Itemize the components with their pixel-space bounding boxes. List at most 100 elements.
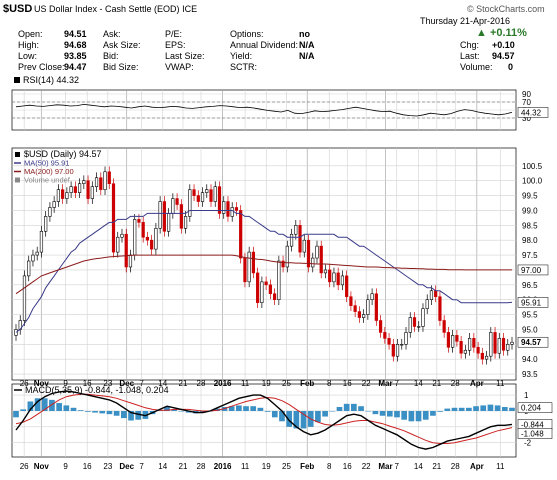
- price-candle: [103, 171, 107, 190]
- x-axis-tick-label-bottom: 2016: [214, 462, 232, 471]
- price-candle: [22, 275, 27, 321]
- price-candle: [82, 180, 86, 184]
- macd-histogram-bar: [473, 406, 479, 411]
- price-candle: [167, 213, 171, 232]
- x-axis-tick-label-mid: 7: [395, 379, 400, 388]
- price-candle: [65, 192, 69, 199]
- macd-histogram-bar: [257, 407, 264, 411]
- price-candle: [205, 189, 209, 193]
- yield-label: Yield:: [230, 51, 253, 61]
- price-candle: [196, 195, 200, 202]
- low-label: Low:: [18, 51, 38, 61]
- rsi-legend-swatch: [14, 77, 20, 83]
- x-axis-tick-label-mid: Nov: [34, 379, 50, 388]
- x-axis-tick-label-mid: Apr: [470, 379, 484, 388]
- yield-value: N/A: [299, 51, 315, 61]
- price-candle: [349, 296, 353, 306]
- price-candle: [268, 284, 272, 295]
- macd-histogram-bar: [394, 410, 400, 418]
- macd-histogram-bar: [329, 410, 336, 412]
- macd-histogram-bar: [41, 398, 48, 411]
- price-y-tick-label: 98.5: [522, 221, 538, 230]
- price-candle: [374, 293, 378, 321]
- price-candle: [200, 192, 205, 202]
- last-value: 94.57: [492, 51, 515, 61]
- x-axis-tick-label-mid: 9: [63, 379, 68, 388]
- macd-histogram-bar: [92, 410, 98, 413]
- price-candle: [408, 317, 412, 333]
- price-candle: [137, 219, 141, 223]
- macd-signal-line: [15, 393, 513, 444]
- price-candle: [251, 251, 256, 274]
- dividend-value: N/A: [299, 40, 315, 50]
- price-y-tick-label: 94.0: [522, 355, 538, 364]
- macd-histogram-bar: [501, 407, 508, 411]
- price-candle: [230, 207, 234, 217]
- price-y-tick-label: 99.0: [522, 206, 538, 215]
- macd-histogram-bar: [106, 410, 113, 415]
- x-axis-tick-label-mid: 11: [241, 379, 250, 388]
- price-candle: [162, 201, 166, 232]
- x-axis-tick-label-bottom: 7: [139, 462, 144, 471]
- price-candle: [323, 269, 328, 274]
- x-axis-tick-label-bottom: 21: [432, 462, 441, 471]
- price-candle: [234, 207, 239, 211]
- macd-histogram-bar: [171, 409, 177, 411]
- price-candle: [133, 219, 137, 256]
- price-candle: [480, 352, 484, 360]
- macd-histogram-bar: [444, 408, 451, 411]
- x-axis-tick-label-mid: 19: [262, 379, 271, 388]
- macd-histogram-bar: [178, 410, 185, 412]
- x-axis-tick-label-bottom: 25: [282, 462, 291, 471]
- rsi-line: [15, 103, 513, 117]
- price-y-tick-label: 100.0: [522, 177, 543, 186]
- macd-histogram-bar: [480, 405, 487, 411]
- price-candle: [99, 177, 103, 190]
- x-axis-tick-label-bottom: 28: [197, 462, 206, 471]
- price-candle: [179, 204, 183, 229]
- macd-histogram-bar: [487, 404, 494, 411]
- x-axis-tick-label-mid: 22: [362, 379, 371, 388]
- x-axis-tick-label-mid: 28: [451, 379, 460, 388]
- x-axis-tick-label-bottom: Apr: [470, 462, 484, 471]
- macd-histogram-bar: [365, 410, 372, 412]
- price-last-value-label: 94.57: [521, 338, 542, 347]
- price-candle: [48, 207, 52, 217]
- price-candle: [183, 216, 188, 229]
- bid-size-label: Bid Size:: [103, 62, 139, 72]
- price-candle: [442, 320, 446, 333]
- x-axis-tick-label-bottom: 11: [496, 462, 505, 471]
- price-candle: [256, 272, 260, 303]
- price-candle: [345, 275, 349, 298]
- macd-histogram-bar: [408, 410, 415, 422]
- price-candle: [298, 225, 302, 253]
- price-candle: [472, 338, 476, 348]
- x-axis-tick-label-mid: 16: [83, 379, 92, 388]
- macd-histogram-bar: [56, 403, 62, 411]
- price-candle: [222, 201, 226, 214]
- macd-histogram-bar: [264, 410, 271, 412]
- x-axis-tick-label-bottom: Dec: [119, 462, 134, 471]
- price-candle: [39, 230, 44, 253]
- macd-last-value-label: 0.204: [521, 404, 542, 413]
- price-candle: [77, 183, 82, 193]
- macd-histogram-bar: [271, 410, 278, 418]
- quote-date: Thursday 21-Apr-2016: [420, 16, 511, 26]
- macd-histogram-bar: [243, 406, 249, 411]
- price-candle: [378, 320, 383, 333]
- macd-histogram-bar: [99, 410, 106, 414]
- price-legend-label: $USD (Daily) 94.57: [24, 149, 102, 159]
- macd-histogram-bar: [34, 398, 41, 411]
- x-axis-tick-label-bottom: 14: [414, 462, 423, 471]
- macd-histogram-bar: [49, 399, 55, 411]
- price-candle: [247, 251, 251, 283]
- x-axis-tick-label-bottom: 11: [241, 462, 250, 471]
- x-axis-tick-label-mid: 21: [432, 379, 441, 388]
- price-candle: [387, 338, 391, 345]
- price-candle: [459, 341, 463, 354]
- price-candle: [31, 254, 35, 262]
- price-candle: [116, 236, 120, 253]
- x-axis-tick-label-bottom: 9: [63, 462, 68, 471]
- price-candle: [226, 201, 230, 217]
